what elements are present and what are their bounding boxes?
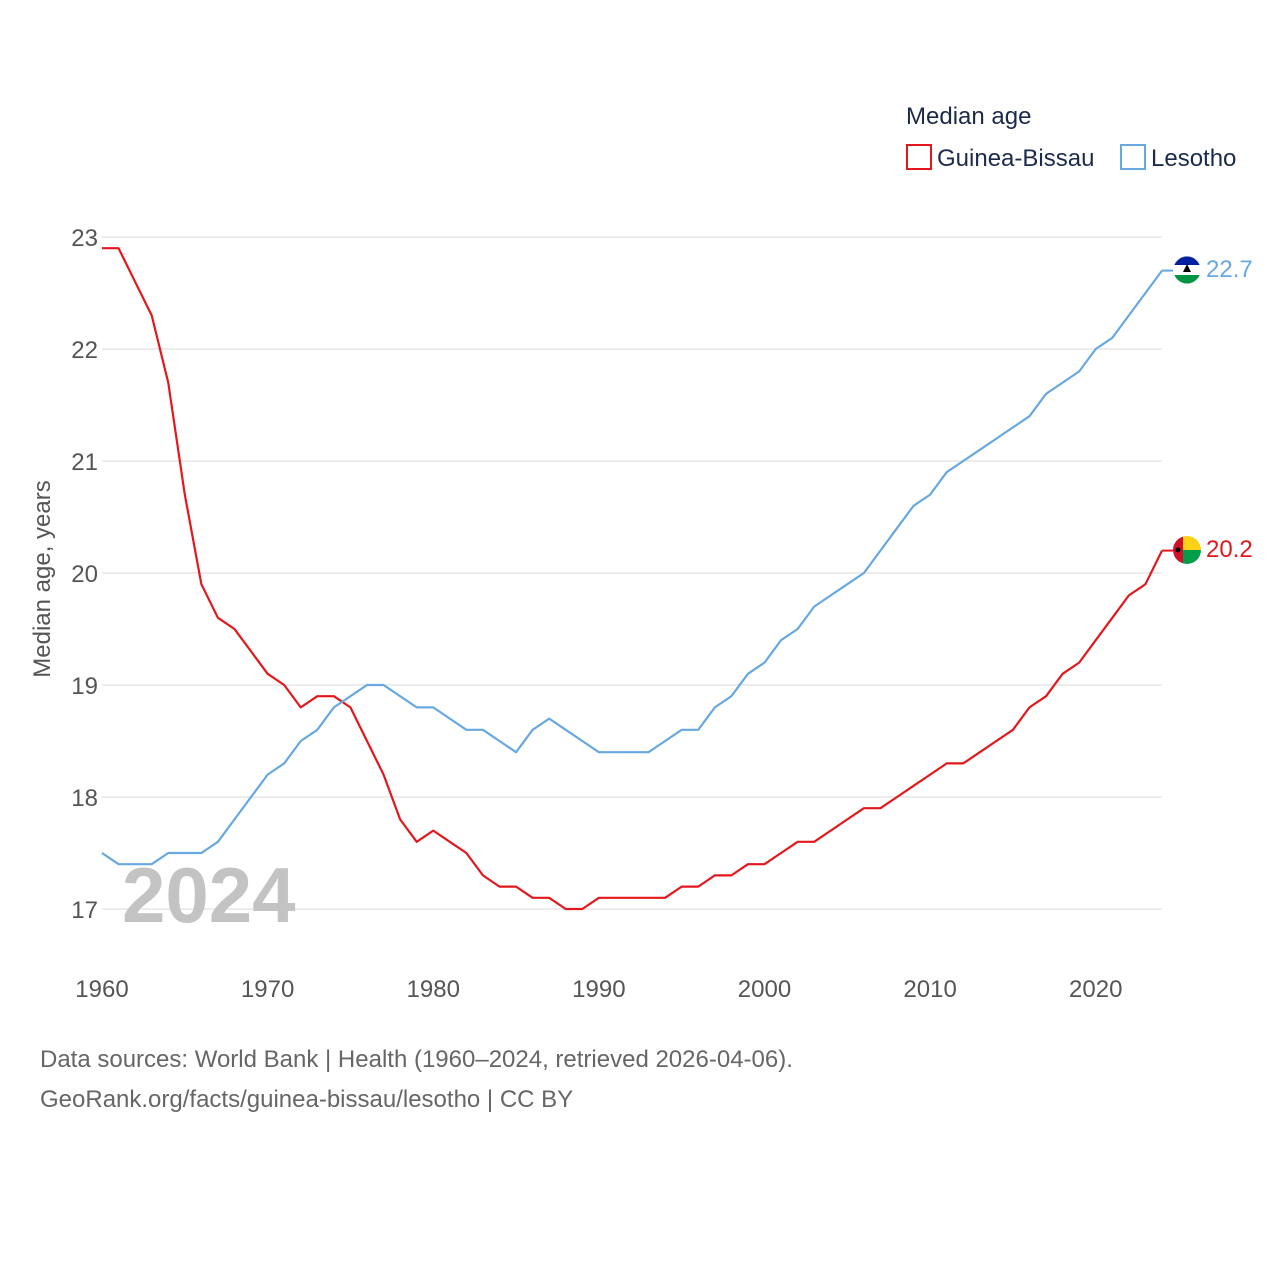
x-tick-label-1970: 1970 — [241, 976, 294, 1003]
footer: Data sources: World Bank | Health (1960–… — [40, 1040, 793, 1120]
y-tick-label-19: 19 — [71, 673, 98, 700]
y-tick-label-20: 20 — [71, 561, 98, 588]
x-tick-label-2000: 2000 — [738, 976, 791, 1003]
year-overlay: 2024 — [122, 851, 296, 939]
lesotho-flag — [1173, 256, 1201, 284]
legend-label-lesotho[interactable]: Lesotho — [1151, 145, 1236, 172]
legend-swatch-lesotho[interactable] — [1120, 144, 1146, 170]
end-label-guinea-bissau: 20.2 — [1206, 536, 1253, 563]
x-tick-label-1990: 1990 — [572, 976, 625, 1003]
legend-title: Median age — [906, 103, 1031, 130]
x-tick-label-1960: 1960 — [75, 976, 128, 1003]
data-sources-text: Data sources: World Bank | Health (1960–… — [40, 1046, 793, 1073]
legend[interactable]: Median age Guinea-Bissau Lesotho — [906, 103, 1236, 172]
x-tick-label-2020: 2020 — [1069, 976, 1122, 1003]
line-chart: 17 18 19 20 21 22 23 1960 1970 1980 1990 2000 2010 2… — [29, 103, 1253, 1003]
source-url-text: GeoRank.org/facts/guinea-bissau/lesotho … — [40, 1086, 574, 1113]
series-line-guinea-bissau — [102, 247, 1163, 911]
x-tick-label-1980: 1980 — [407, 976, 460, 1003]
series-lines — [101, 247, 1173, 911]
legend-label-guinea-bissau[interactable]: Guinea-Bissau — [937, 145, 1094, 172]
series-line-lesotho — [101, 269, 1163, 866]
y-tick-label-17: 17 — [71, 897, 98, 924]
y-tick-label-22: 22 — [71, 337, 98, 364]
x-tick-label-2010: 2010 — [903, 976, 956, 1003]
legend-swatch-guinea-bissau[interactable] — [906, 144, 932, 170]
y-axis-title: Median age, years — [29, 480, 56, 677]
guinea-bissau-flag — [1173, 536, 1201, 564]
x-axis-ticks: 1960 1970 1980 1990 2000 2010 2020 — [75, 976, 1122, 1003]
y-tick-label-21: 21 — [71, 449, 98, 476]
y-tick-label-18: 18 — [71, 785, 98, 812]
y-tick-label-23: 23 — [71, 225, 98, 252]
gridlines — [102, 236, 1162, 910]
y-axis-ticks: 17 18 19 20 21 22 23 — [71, 225, 98, 924]
end-label-lesotho: 22.7 — [1206, 256, 1253, 283]
